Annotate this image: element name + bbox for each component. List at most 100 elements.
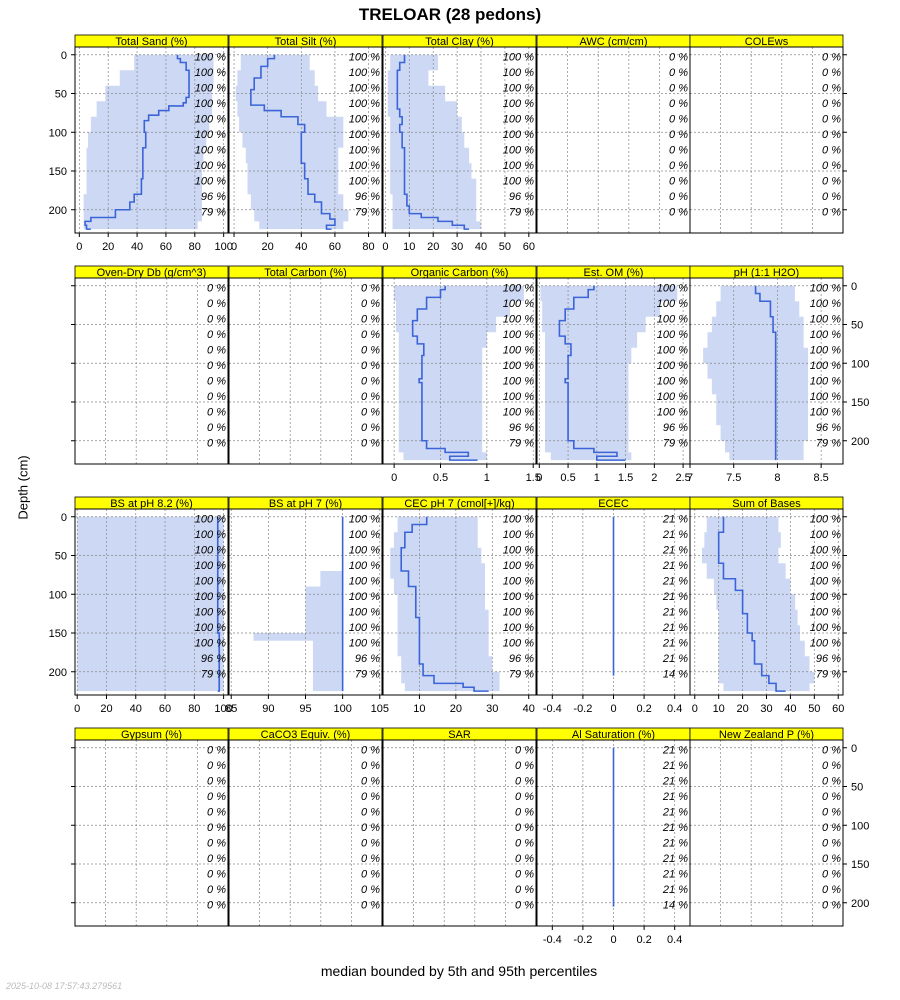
percent-label: 0 % xyxy=(822,760,841,772)
percent-label: 100 % xyxy=(195,51,226,63)
panel-border xyxy=(689,277,844,465)
percent-label: 0 % xyxy=(361,791,380,803)
percent-label: 0 % xyxy=(207,853,226,865)
panel-strip-label: SAR xyxy=(448,729,471,741)
percent-label: 100 % xyxy=(349,575,380,587)
percent-label: 0 % xyxy=(361,884,380,896)
percent-label: 0 % xyxy=(822,899,841,911)
panel-strip-label: pH (1:1 H2O) xyxy=(734,267,799,279)
x-tick-label: 1 xyxy=(484,472,490,484)
percent-label: 0 % xyxy=(207,375,226,387)
y-tick-label: 200 xyxy=(851,436,869,448)
y-tick-label: 150 xyxy=(851,859,869,871)
percent-label: 100 % xyxy=(810,560,841,572)
panel-2-1: BS at pH 7 (%) 100 % 100 % 100 % 100 % 100 % 1… xyxy=(225,496,389,715)
y-tick-label: 100 xyxy=(49,127,67,139)
panel-1-3: Est. OM (%) 100 % 100 % 100 % 100 % 100 % 100 … xyxy=(536,265,691,484)
percentile-band xyxy=(77,516,224,692)
panel-strip-label: Organic Carbon (%) xyxy=(411,267,509,279)
percent-label: 0 % xyxy=(207,282,226,294)
median-line xyxy=(400,516,489,692)
panel-strip-label: Sum of Bases xyxy=(732,498,801,510)
median-line xyxy=(250,54,336,230)
x-tick-label: 40 xyxy=(475,241,487,253)
x-tick-label: 1.5 xyxy=(618,472,633,484)
x-tick-label: 20 xyxy=(102,241,114,253)
percent-label: 100 % xyxy=(195,560,226,572)
percent-label: 100 % xyxy=(503,560,534,572)
percent-label: 100 % xyxy=(657,406,688,418)
percent-label: 0 % xyxy=(361,868,380,880)
percent-label: 21 % xyxy=(662,622,688,634)
y-tick-label: 0 xyxy=(851,743,857,755)
percent-label: 0 % xyxy=(207,884,226,896)
percent-label: 0 % xyxy=(207,822,226,834)
percent-label: 21 % xyxy=(662,775,688,787)
percent-label: 100 % xyxy=(657,391,688,403)
percent-label: 100 % xyxy=(503,51,534,63)
percent-label: 100 % xyxy=(195,529,226,541)
percent-label: 0 % xyxy=(515,837,534,849)
percent-label: 0 % xyxy=(669,113,688,125)
panel-0-3: AWC (cm/cm) 0 % 0 % 0 % 0 % 0 % 0 % 0 % 0 % 0 % 0 … xyxy=(536,34,691,234)
percent-label: 100 % xyxy=(810,591,841,603)
percent-label: 79 % xyxy=(509,668,534,680)
percent-label: 96 % xyxy=(816,422,841,434)
percent-label: 100 % xyxy=(503,406,534,418)
percent-label: 100 % xyxy=(657,375,688,387)
x-tick-label: 30 xyxy=(486,703,498,715)
percent-label: 100 % xyxy=(503,575,534,587)
percent-label: 21 % xyxy=(662,653,688,665)
percent-label: 0 % xyxy=(361,391,380,403)
panel-1-4: pH (1:1 H2O) 100 % 100 % 100 % 100 % 100 % 100… xyxy=(687,265,844,484)
percentile-band xyxy=(390,516,500,692)
percent-label: 0 % xyxy=(822,129,841,141)
x-tick-label: 0.2 xyxy=(636,934,651,946)
percent-label: 0 % xyxy=(822,853,841,865)
percent-label: 100 % xyxy=(810,313,841,325)
percent-label: 0 % xyxy=(822,113,841,125)
x-tick-label: 1.5 xyxy=(526,472,541,484)
percent-label: 14 % xyxy=(663,899,688,911)
percent-label: 100 % xyxy=(195,82,226,94)
percent-label: 21 % xyxy=(662,591,688,603)
percentile-band xyxy=(253,516,343,692)
percent-label: 100 % xyxy=(810,344,841,356)
x-tick-label: 0 xyxy=(610,703,616,715)
panel-strip-label: BS at pH 8.2 (%) xyxy=(110,498,193,510)
panel-border xyxy=(74,46,229,234)
percent-label: 79 % xyxy=(816,668,841,680)
x-tick-label: 0 xyxy=(74,703,80,715)
percent-label: 0 % xyxy=(669,82,688,94)
percentile-band xyxy=(394,285,524,461)
percent-label: 100 % xyxy=(195,175,226,187)
panel-3-4: New Zealand P (%) 0 % 0 % 0 % 0 % 0 % 0 % 0 % 0 … xyxy=(689,727,844,927)
panel-border xyxy=(382,739,537,927)
percent-label: 100 % xyxy=(503,637,534,649)
timestamp: 2025-10-08 17:57:43.279561 xyxy=(6,981,123,991)
percent-label: 21 % xyxy=(662,853,688,865)
percent-label: 100 % xyxy=(503,129,534,141)
percent-label: 0 % xyxy=(361,437,380,449)
percent-label: 0 % xyxy=(822,160,841,172)
percent-label: 0 % xyxy=(207,313,226,325)
percent-label: 100 % xyxy=(349,637,380,649)
x-tick-label: 90 xyxy=(262,703,274,715)
percent-label: 100 % xyxy=(503,622,534,634)
median-line xyxy=(216,516,221,692)
x-tick-label: 30 xyxy=(760,703,772,715)
x-tick-label: 7.5 xyxy=(726,472,741,484)
panel-strip-label: Gypsum (%) xyxy=(121,729,182,741)
percent-label: 100 % xyxy=(195,622,226,634)
percent-label: 21 % xyxy=(662,529,688,541)
x-tick-label: -0.2 xyxy=(573,703,592,715)
percent-label: 0 % xyxy=(361,899,380,911)
panel-border xyxy=(689,46,844,234)
x-tick-label: 0.5 xyxy=(560,472,575,484)
median-line xyxy=(558,285,626,461)
percent-label: 0 % xyxy=(669,67,688,79)
percent-label: 100 % xyxy=(195,575,226,587)
percent-label: 100 % xyxy=(503,67,534,79)
percent-label: 96 % xyxy=(816,653,841,665)
panel-0-4: COLEws 0 % 0 % 0 % 0 % 0 % 0 % 0 % 0 % 0 % 0 % 0 % xyxy=(689,34,844,234)
